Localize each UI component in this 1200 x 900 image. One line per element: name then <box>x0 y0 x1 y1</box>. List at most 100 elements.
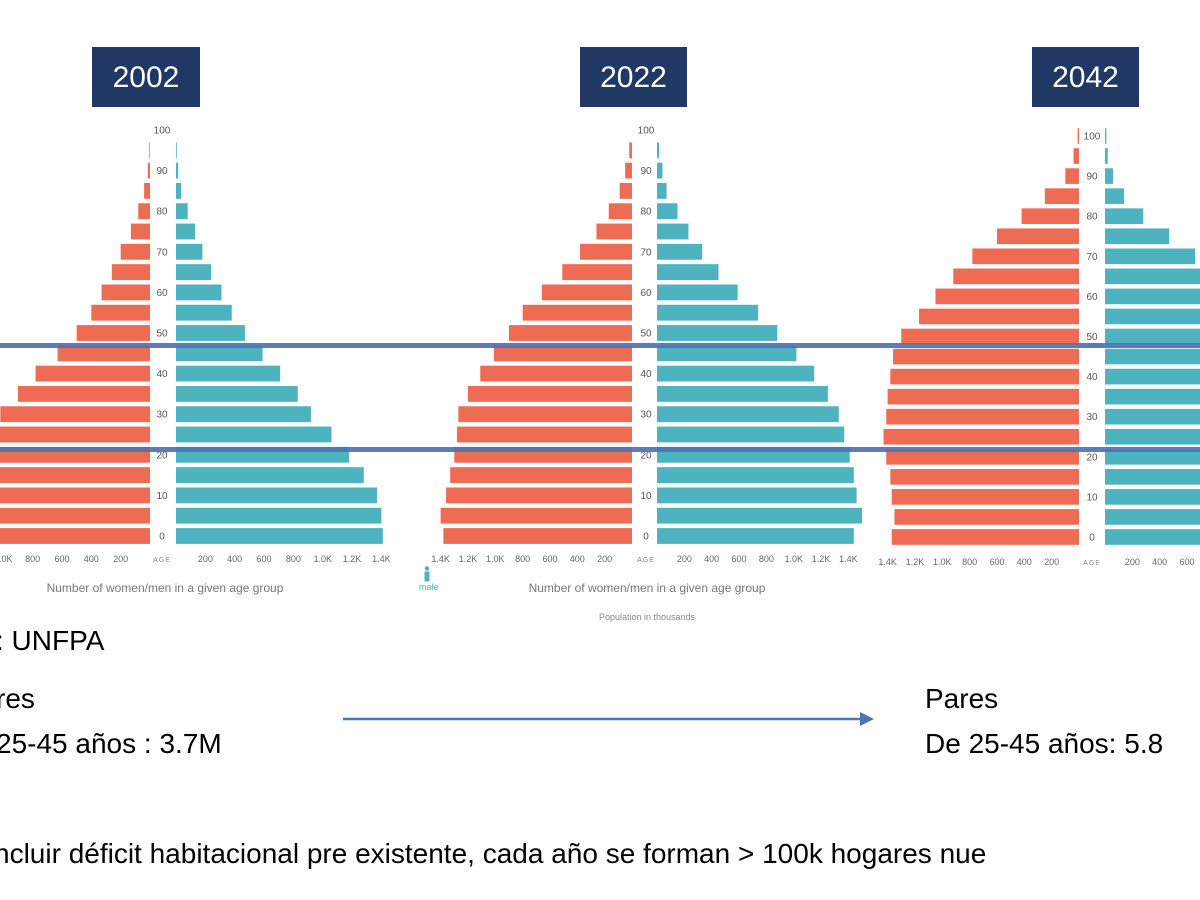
bar-men-age-50 <box>657 325 778 341</box>
age-band-line-lower <box>0 447 1200 452</box>
bar-women-age-45 <box>493 345 632 362</box>
year-badge-2002: 2002 <box>92 47 200 107</box>
bar-women-age-80 <box>138 203 150 220</box>
bar-women-age-85 <box>619 182 632 199</box>
bar-women-age-40 <box>35 365 150 382</box>
bar-men-age-25 <box>1105 428 1200 445</box>
bar-men-age-75 <box>1105 228 1170 245</box>
age-tick-label: 50 <box>640 329 652 340</box>
age-tick-label: 40 <box>1086 372 1098 383</box>
bar-women-age-0 <box>891 529 1079 545</box>
bar-women-age-10 <box>891 489 1079 505</box>
year-badge-2022: 2022 <box>580 47 687 107</box>
bar-men-age-10 <box>1105 489 1200 505</box>
right-pairs-title: Pares <box>925 683 999 714</box>
bar-men-age-0 <box>176 528 383 544</box>
bar-men-age-75 <box>176 223 196 240</box>
x-tick-label-left: 1.0K <box>486 554 505 564</box>
right-pairs-value: De 25-45 años: 5.8 <box>925 728 1164 759</box>
bar-women-age-10 <box>446 487 632 504</box>
age-tick-label: 100 <box>154 126 171 137</box>
bar-women-age-25 <box>883 428 1079 445</box>
male-legend-label: male <box>419 582 439 592</box>
bar-men-age-30 <box>657 406 839 423</box>
bar-women-age-75 <box>596 223 632 240</box>
x-tick-label-right: 1.0K <box>313 554 332 564</box>
bar-men-age-0 <box>657 528 854 544</box>
age-tick-label: 40 <box>156 369 168 380</box>
bar-women-age-80 <box>1021 208 1079 225</box>
x-tick-label-left: 400 <box>1017 557 1032 567</box>
bar-men-age-15 <box>1105 469 1200 485</box>
bar-men-age-90 <box>1105 168 1114 184</box>
bar-women-age-0 <box>443 528 632 544</box>
bar-men-age-45 <box>657 345 797 362</box>
bar-women-age-40 <box>890 368 1079 385</box>
bar-men-age-60 <box>657 284 738 301</box>
bar-women-age-70 <box>580 243 632 260</box>
bar-women-age-65 <box>953 268 1079 285</box>
bar-men-age-0 <box>1105 529 1200 545</box>
age-tick-label: 30 <box>1086 412 1098 423</box>
age-tick-label: 10 <box>156 491 168 502</box>
bar-men-age-55 <box>1105 308 1200 325</box>
bar-men-age-80 <box>176 203 188 220</box>
x-tick-label-right: 1.4K <box>372 554 391 564</box>
age-tick-label: 70 <box>1086 252 1098 263</box>
bar-women-age-35 <box>467 385 632 402</box>
x-tick-label-right: 800 <box>759 554 774 564</box>
bar-women-age-90 <box>625 162 632 179</box>
bar-women-age-10 <box>0 487 150 504</box>
age-tick-label: 0 <box>643 532 649 543</box>
bar-men-age-85 <box>1105 188 1125 204</box>
bar-men-age-70 <box>176 243 203 260</box>
age-tick-label: 30 <box>640 410 652 421</box>
age-tick-label: 30 <box>156 410 168 421</box>
age-tick-label: 80 <box>640 207 652 218</box>
bar-men-age-95 <box>1105 148 1108 164</box>
age-tick-label: 60 <box>640 288 652 299</box>
x-tick-label-left: 800 <box>515 554 530 564</box>
bar-men-age-70 <box>1105 248 1196 265</box>
bar-men-age-30 <box>1105 408 1200 425</box>
x-tick-label-right: 1.2K <box>812 554 831 564</box>
bar-women-age-50 <box>901 328 1079 345</box>
age-axis-label: AGE <box>153 557 171 564</box>
population-units-label: Population in thousands <box>599 612 696 622</box>
bar-men-age-40 <box>657 365 815 382</box>
bar-women-age-90 <box>147 162 150 179</box>
bar-women-age-45 <box>57 345 151 362</box>
bar-women-age-75 <box>130 223 150 240</box>
bar-women-age-30 <box>458 406 632 423</box>
bar-men-age-45 <box>176 345 263 362</box>
age-tick-label: 20 <box>640 450 652 461</box>
age-tick-label: 80 <box>1086 212 1098 223</box>
age-tick-label: 20 <box>1086 452 1098 463</box>
age-tick-label: 90 <box>1086 172 1098 183</box>
bar-women-age-65 <box>111 264 150 281</box>
bar-women-age-60 <box>101 284 150 301</box>
bar-men-age-65 <box>1105 268 1200 285</box>
bar-men-age-15 <box>657 467 854 484</box>
x-tick-label-left: 600 <box>54 554 69 564</box>
bar-men-age-85 <box>657 182 667 199</box>
x-tick-label-right: 600 <box>257 554 272 564</box>
bar-women-age-100 <box>1077 128 1079 144</box>
bar-women-age-15 <box>450 467 632 484</box>
footer-note: ncluir déficit habitacional pre existent… <box>0 838 987 869</box>
age-tick-label: 70 <box>640 247 652 258</box>
x-tick-label-left: 200 <box>597 554 612 564</box>
x-tick-label-left: 800 <box>25 554 40 564</box>
bar-women-age-85 <box>1044 188 1079 204</box>
population-pyramid-2002: 1009080706050403020100AGE1.4K1.2K1.0K800… <box>0 126 391 595</box>
male-person-icon <box>424 566 430 582</box>
bar-men-age-50 <box>1105 328 1200 345</box>
bar-men-age-90 <box>657 162 663 179</box>
bar-women-age-55 <box>522 304 632 321</box>
bar-women-age-15 <box>890 469 1079 485</box>
bar-women-age-50 <box>508 325 632 341</box>
bar-men-age-85 <box>176 182 182 199</box>
bar-men-age-60 <box>176 284 222 301</box>
bar-men-age-95 <box>176 142 177 159</box>
bar-women-age-5 <box>440 507 632 524</box>
